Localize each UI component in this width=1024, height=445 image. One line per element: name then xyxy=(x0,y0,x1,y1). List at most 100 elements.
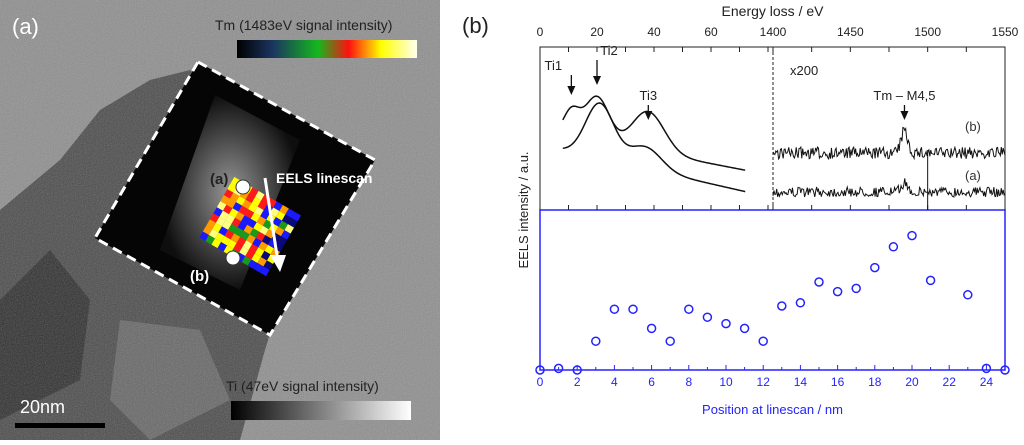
tm-map-pixel xyxy=(206,219,216,229)
annotation-label: Ti1 xyxy=(545,58,563,73)
data-point xyxy=(870,262,880,273)
tm-map-pixel xyxy=(248,243,259,254)
ti-colorbar-title: Ti (47eV signal intensity) xyxy=(226,378,379,394)
tm-map-pixel xyxy=(250,212,261,223)
tm-map-pixel xyxy=(291,212,302,222)
scale-bar xyxy=(15,423,105,428)
annotation-label: Ti3 xyxy=(640,88,658,103)
ti-colorbar xyxy=(231,401,411,420)
tm-map-pixel xyxy=(214,232,225,243)
tm-map-pixel xyxy=(221,235,231,246)
data-point xyxy=(963,290,973,300)
top-tick-label: 1550 xyxy=(992,25,1019,39)
data-point xyxy=(814,277,824,287)
bottom-tick-label: 24 xyxy=(980,375,994,389)
eels-chart-panel: (b) Energy loss / eV EELS intensity / a.u.… xyxy=(440,0,1024,440)
spectrum-a-tm xyxy=(772,178,1006,198)
tm-map-pixel xyxy=(277,236,288,246)
bottom-tick-label: 10 xyxy=(719,375,733,389)
bottom-tick-label: 4 xyxy=(611,375,618,389)
spectrum-b-tm xyxy=(772,126,1006,161)
scale-bar-label: 20nm xyxy=(20,397,65,417)
spectrum-a-lowloss xyxy=(562,102,746,193)
tm-map-pixel xyxy=(246,234,256,244)
data-point xyxy=(535,365,545,375)
tm-map-pixel xyxy=(227,183,237,193)
tm-map-pixel xyxy=(232,202,243,212)
tm-map-pixel xyxy=(254,247,265,257)
tm-map-pixel xyxy=(281,214,292,225)
data-point xyxy=(1000,365,1010,375)
bottom-tick-label: 14 xyxy=(794,375,808,389)
bottom-tick-label: 6 xyxy=(648,375,655,389)
tm-map-pixel xyxy=(236,236,247,247)
bottom-tick-label: 22 xyxy=(943,375,957,389)
tm-map-pixel xyxy=(264,244,274,255)
tm-map-pixel xyxy=(218,226,229,236)
tm-map-pixel xyxy=(247,218,257,229)
y-axis-title: EELS intensity / a.u. xyxy=(516,151,531,268)
tm-map-pixel xyxy=(252,237,262,248)
tm-map-pixel xyxy=(275,211,286,221)
tm-map-pixel xyxy=(245,193,256,204)
tm-map-pixel xyxy=(228,208,239,218)
tm-map-pixel xyxy=(284,224,295,234)
data-point xyxy=(721,318,731,329)
data-point xyxy=(832,286,843,297)
tm-map-pixel xyxy=(243,224,254,235)
data-point xyxy=(572,365,582,375)
eels-map-region xyxy=(92,59,378,338)
tm-map-pixel xyxy=(223,189,234,199)
tm-map-pixel xyxy=(202,225,213,236)
tm-map-pixel xyxy=(234,227,244,237)
tm-map-pixel xyxy=(255,231,266,242)
data-point xyxy=(684,304,694,314)
tm-map-pixel xyxy=(285,208,295,219)
tm-map-pixel xyxy=(254,206,264,217)
annotation-label: Ti2 xyxy=(600,43,618,58)
tm-map-pixel xyxy=(257,256,267,267)
tm-map-pixel xyxy=(208,228,219,239)
tm-map-pixels xyxy=(199,177,302,277)
annotation-label: Tm – M4,5 xyxy=(873,88,935,103)
tm-map-pixel xyxy=(253,222,263,232)
linescan-arrow xyxy=(263,177,280,263)
top-tick-label: 1400 xyxy=(760,25,787,39)
tm-map-pixel xyxy=(287,218,298,228)
bottom-tick-label: 12 xyxy=(757,375,771,389)
point-b-marker xyxy=(225,250,241,266)
tm-map-pixel xyxy=(272,217,282,227)
tm-map-pixel xyxy=(242,199,252,210)
tem-image-panel: (a) (b) EELS linescan (a) Tm (1483eV sig… xyxy=(0,0,440,440)
data-point xyxy=(609,304,620,314)
tm-map-pixel xyxy=(231,217,242,228)
tm-map-pixel xyxy=(280,230,291,240)
data-point xyxy=(739,323,750,334)
tm-map-pixel xyxy=(224,229,235,240)
tm-map-pixel xyxy=(253,263,264,273)
tm-map-pixel xyxy=(279,205,289,215)
bottom-tick-label: 18 xyxy=(868,375,882,389)
bottom-tick-label: 20 xyxy=(905,375,919,389)
series-label-b: (b) xyxy=(965,119,981,134)
tm-map-pixel xyxy=(258,241,268,251)
tm-map-pixel xyxy=(238,205,249,216)
data-point xyxy=(777,301,787,311)
tm-map-pixel xyxy=(244,209,255,219)
tm-map-pixel xyxy=(241,215,251,225)
tm-map-pixel xyxy=(212,222,222,233)
tm-map-pixel xyxy=(221,220,232,230)
scale-factor-label: x200 xyxy=(790,63,818,78)
tm-map-pixel xyxy=(257,200,268,211)
data-point xyxy=(981,363,992,374)
tm-map-pixel xyxy=(251,197,262,207)
tm-map-pixel xyxy=(274,226,285,237)
bottom-plot-frame xyxy=(539,209,1006,371)
top-axis-title: Energy loss / eV xyxy=(722,3,825,19)
top-tick-label: 20 xyxy=(590,25,604,39)
tm-map-pixel xyxy=(228,223,238,234)
tm-map-pixel xyxy=(251,253,261,264)
tm-map-pixel xyxy=(222,204,233,215)
data-point xyxy=(925,275,936,286)
data-point xyxy=(702,312,713,322)
